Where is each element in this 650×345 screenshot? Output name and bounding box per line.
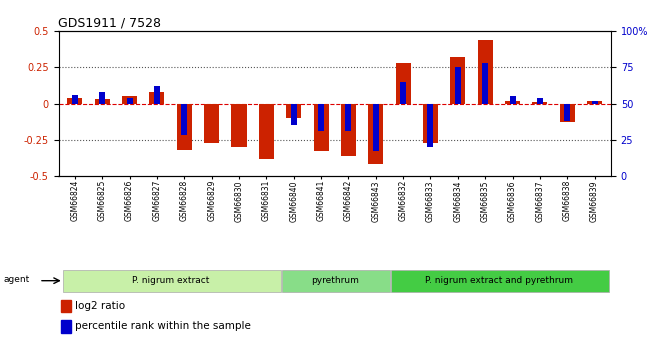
Bar (455, 67, 461, 104)
Text: log2 ratio: log2 ratio (75, 301, 125, 311)
Bar (259, 104, 274, 159)
Bar (68, 98, 83, 104)
Text: P. nigrum extract: P. nigrum extract (132, 276, 209, 285)
Bar (204, 104, 219, 142)
Bar (95, 99, 110, 103)
Bar (423, 104, 438, 142)
Bar (482, 63, 488, 104)
Bar (400, 82, 406, 104)
Bar (450, 57, 465, 104)
Bar (127, 98, 133, 104)
Bar (177, 104, 192, 150)
Bar (61, 320, 71, 333)
Bar (291, 104, 297, 125)
Bar (318, 104, 324, 131)
Bar (63, 270, 281, 292)
Bar (592, 101, 597, 104)
Bar (391, 270, 609, 292)
Bar (282, 270, 390, 292)
Bar (505, 101, 520, 104)
Bar (122, 96, 137, 104)
Bar (369, 104, 383, 164)
Text: pyrethrum: pyrethrum (311, 276, 359, 285)
Text: GDS1911 / 7528: GDS1911 / 7528 (58, 17, 161, 30)
Bar (372, 104, 379, 151)
Bar (560, 104, 575, 122)
Text: percentile rank within the sample: percentile rank within the sample (75, 322, 251, 332)
Bar (478, 40, 493, 104)
Bar (154, 86, 160, 104)
Bar (428, 104, 434, 147)
Text: P. nigrum extract and pyrethrum: P. nigrum extract and pyrethrum (425, 276, 573, 285)
Bar (564, 104, 570, 121)
Bar (231, 104, 246, 147)
Bar (510, 96, 515, 104)
Bar (61, 299, 71, 312)
Bar (396, 63, 411, 104)
Bar (150, 92, 164, 104)
Bar (181, 104, 187, 135)
Bar (313, 104, 329, 151)
Bar (537, 98, 543, 104)
Text: agent: agent (3, 275, 29, 285)
Bar (345, 104, 352, 131)
Bar (341, 104, 356, 156)
Bar (72, 95, 78, 104)
Bar (587, 101, 602, 104)
Bar (286, 104, 301, 118)
Bar (99, 92, 105, 104)
Bar (532, 102, 547, 103)
